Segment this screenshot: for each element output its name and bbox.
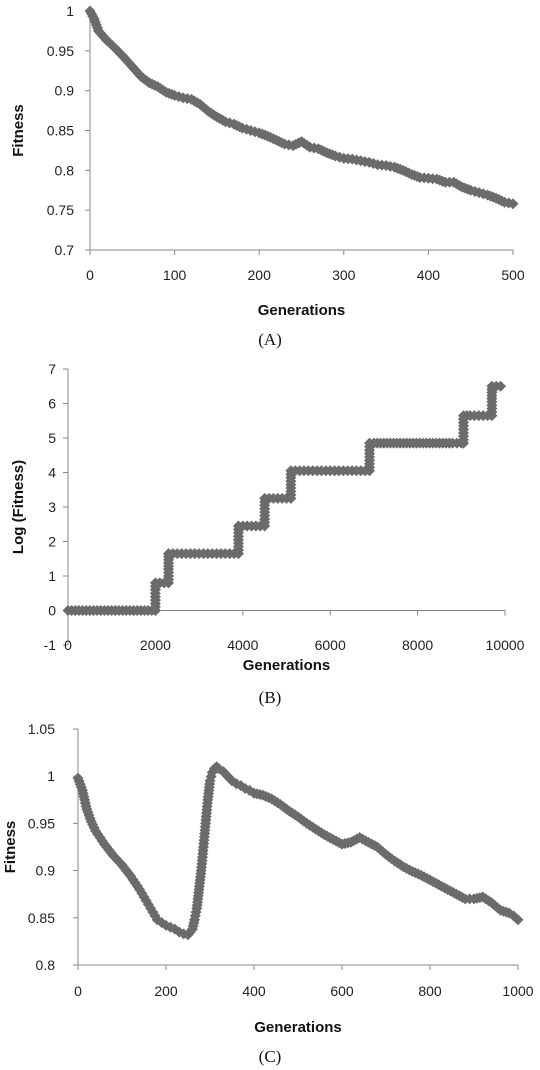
x-tick-label-a: 500 xyxy=(501,267,525,283)
y-tick-label-a: 0.8 xyxy=(55,162,75,178)
data-point-a xyxy=(507,198,519,210)
y-tick-label-c: 1.05 xyxy=(28,721,55,737)
x-tick-label-a: 200 xyxy=(248,267,272,283)
x-tick-label-b: 2000 xyxy=(140,637,171,653)
panel-caption-c: (C) xyxy=(259,1047,282,1066)
y-tick-label-c: 0.95 xyxy=(28,815,55,831)
y-tick-label-a: 1 xyxy=(66,3,74,19)
y-tick-label-c: 0.9 xyxy=(36,863,56,879)
y-tick-label-b: 4 xyxy=(48,465,56,481)
y-tick-label-b: 0 xyxy=(48,603,56,619)
data-point-c xyxy=(512,914,524,926)
y-tick-label-c: 0.85 xyxy=(28,910,55,926)
x-tick-label-b: 8000 xyxy=(402,637,433,653)
y-tick-label-a: 0.9 xyxy=(55,83,75,99)
x-tick-label-c: 800 xyxy=(418,983,442,999)
x-tick-label-c: 400 xyxy=(242,983,266,999)
x-tick-label-b: 6000 xyxy=(315,637,346,653)
panel-caption-a: (A) xyxy=(258,330,282,349)
x-tick-label-b: 0 xyxy=(64,637,72,653)
y-axis-title-c: Fitness xyxy=(2,821,19,874)
x-tick-label-b: 4000 xyxy=(227,637,258,653)
y-tick-label-a: 0.75 xyxy=(47,202,74,218)
y-tick-label-b: -1 xyxy=(44,637,57,653)
x-tick-label-a: 100 xyxy=(163,267,187,283)
y-tick-label-b: 3 xyxy=(48,499,56,515)
panel-caption-b: (B) xyxy=(259,688,282,707)
chart-panel-a: 0.7 0.75 0.8 0.85 0.9 0.95 1 0 100 200 300 400 500 Ge… xyxy=(10,3,525,349)
y-tick-label-c: 0.8 xyxy=(36,957,56,973)
x-axis-title-a: Generations xyxy=(258,302,346,319)
y-axis-title-a: Fitness xyxy=(10,104,27,157)
x-tick-label-c: 600 xyxy=(330,983,354,999)
x-tick-label-b: 10000 xyxy=(486,637,525,653)
y-tick-label-b: 2 xyxy=(48,534,56,550)
y-tick-label-a: 0.7 xyxy=(55,242,75,258)
x-tick-label-c: 0 xyxy=(74,983,82,999)
chart-panel-c: 0.8 0.85 0.9 0.95 1 1.05 0 200 400 600 800 1000 Gene… xyxy=(2,721,534,1066)
y-tick-label-a: 0.85 xyxy=(47,123,74,139)
y-tick-label-b: 7 xyxy=(48,361,56,377)
x-axis-title-c: Generations xyxy=(254,1019,342,1036)
x-tick-label-c: 200 xyxy=(154,983,178,999)
chart-panel-b: -1 0 1 2 3 4 5 6 7 0 2000 4000 6000 8000 10000 Generati… xyxy=(10,361,525,707)
y-axis-title-b: Log (Fitness) xyxy=(10,460,27,554)
y-tick-label-b: 5 xyxy=(48,430,56,446)
x-tick-label-a: 300 xyxy=(332,267,356,283)
y-tick-label-b: 6 xyxy=(48,396,56,412)
y-tick-label-b: 1 xyxy=(48,568,56,584)
x-tick-label-c: 1000 xyxy=(502,983,533,999)
y-tick-label-c: 1 xyxy=(47,768,55,784)
data-point-b xyxy=(495,380,507,392)
x-axis-title-b: Generations xyxy=(243,657,331,674)
x-tick-label-a: 400 xyxy=(417,267,441,283)
y-tick-label-a: 0.95 xyxy=(47,43,74,59)
x-tick-label-a: 0 xyxy=(86,267,94,283)
